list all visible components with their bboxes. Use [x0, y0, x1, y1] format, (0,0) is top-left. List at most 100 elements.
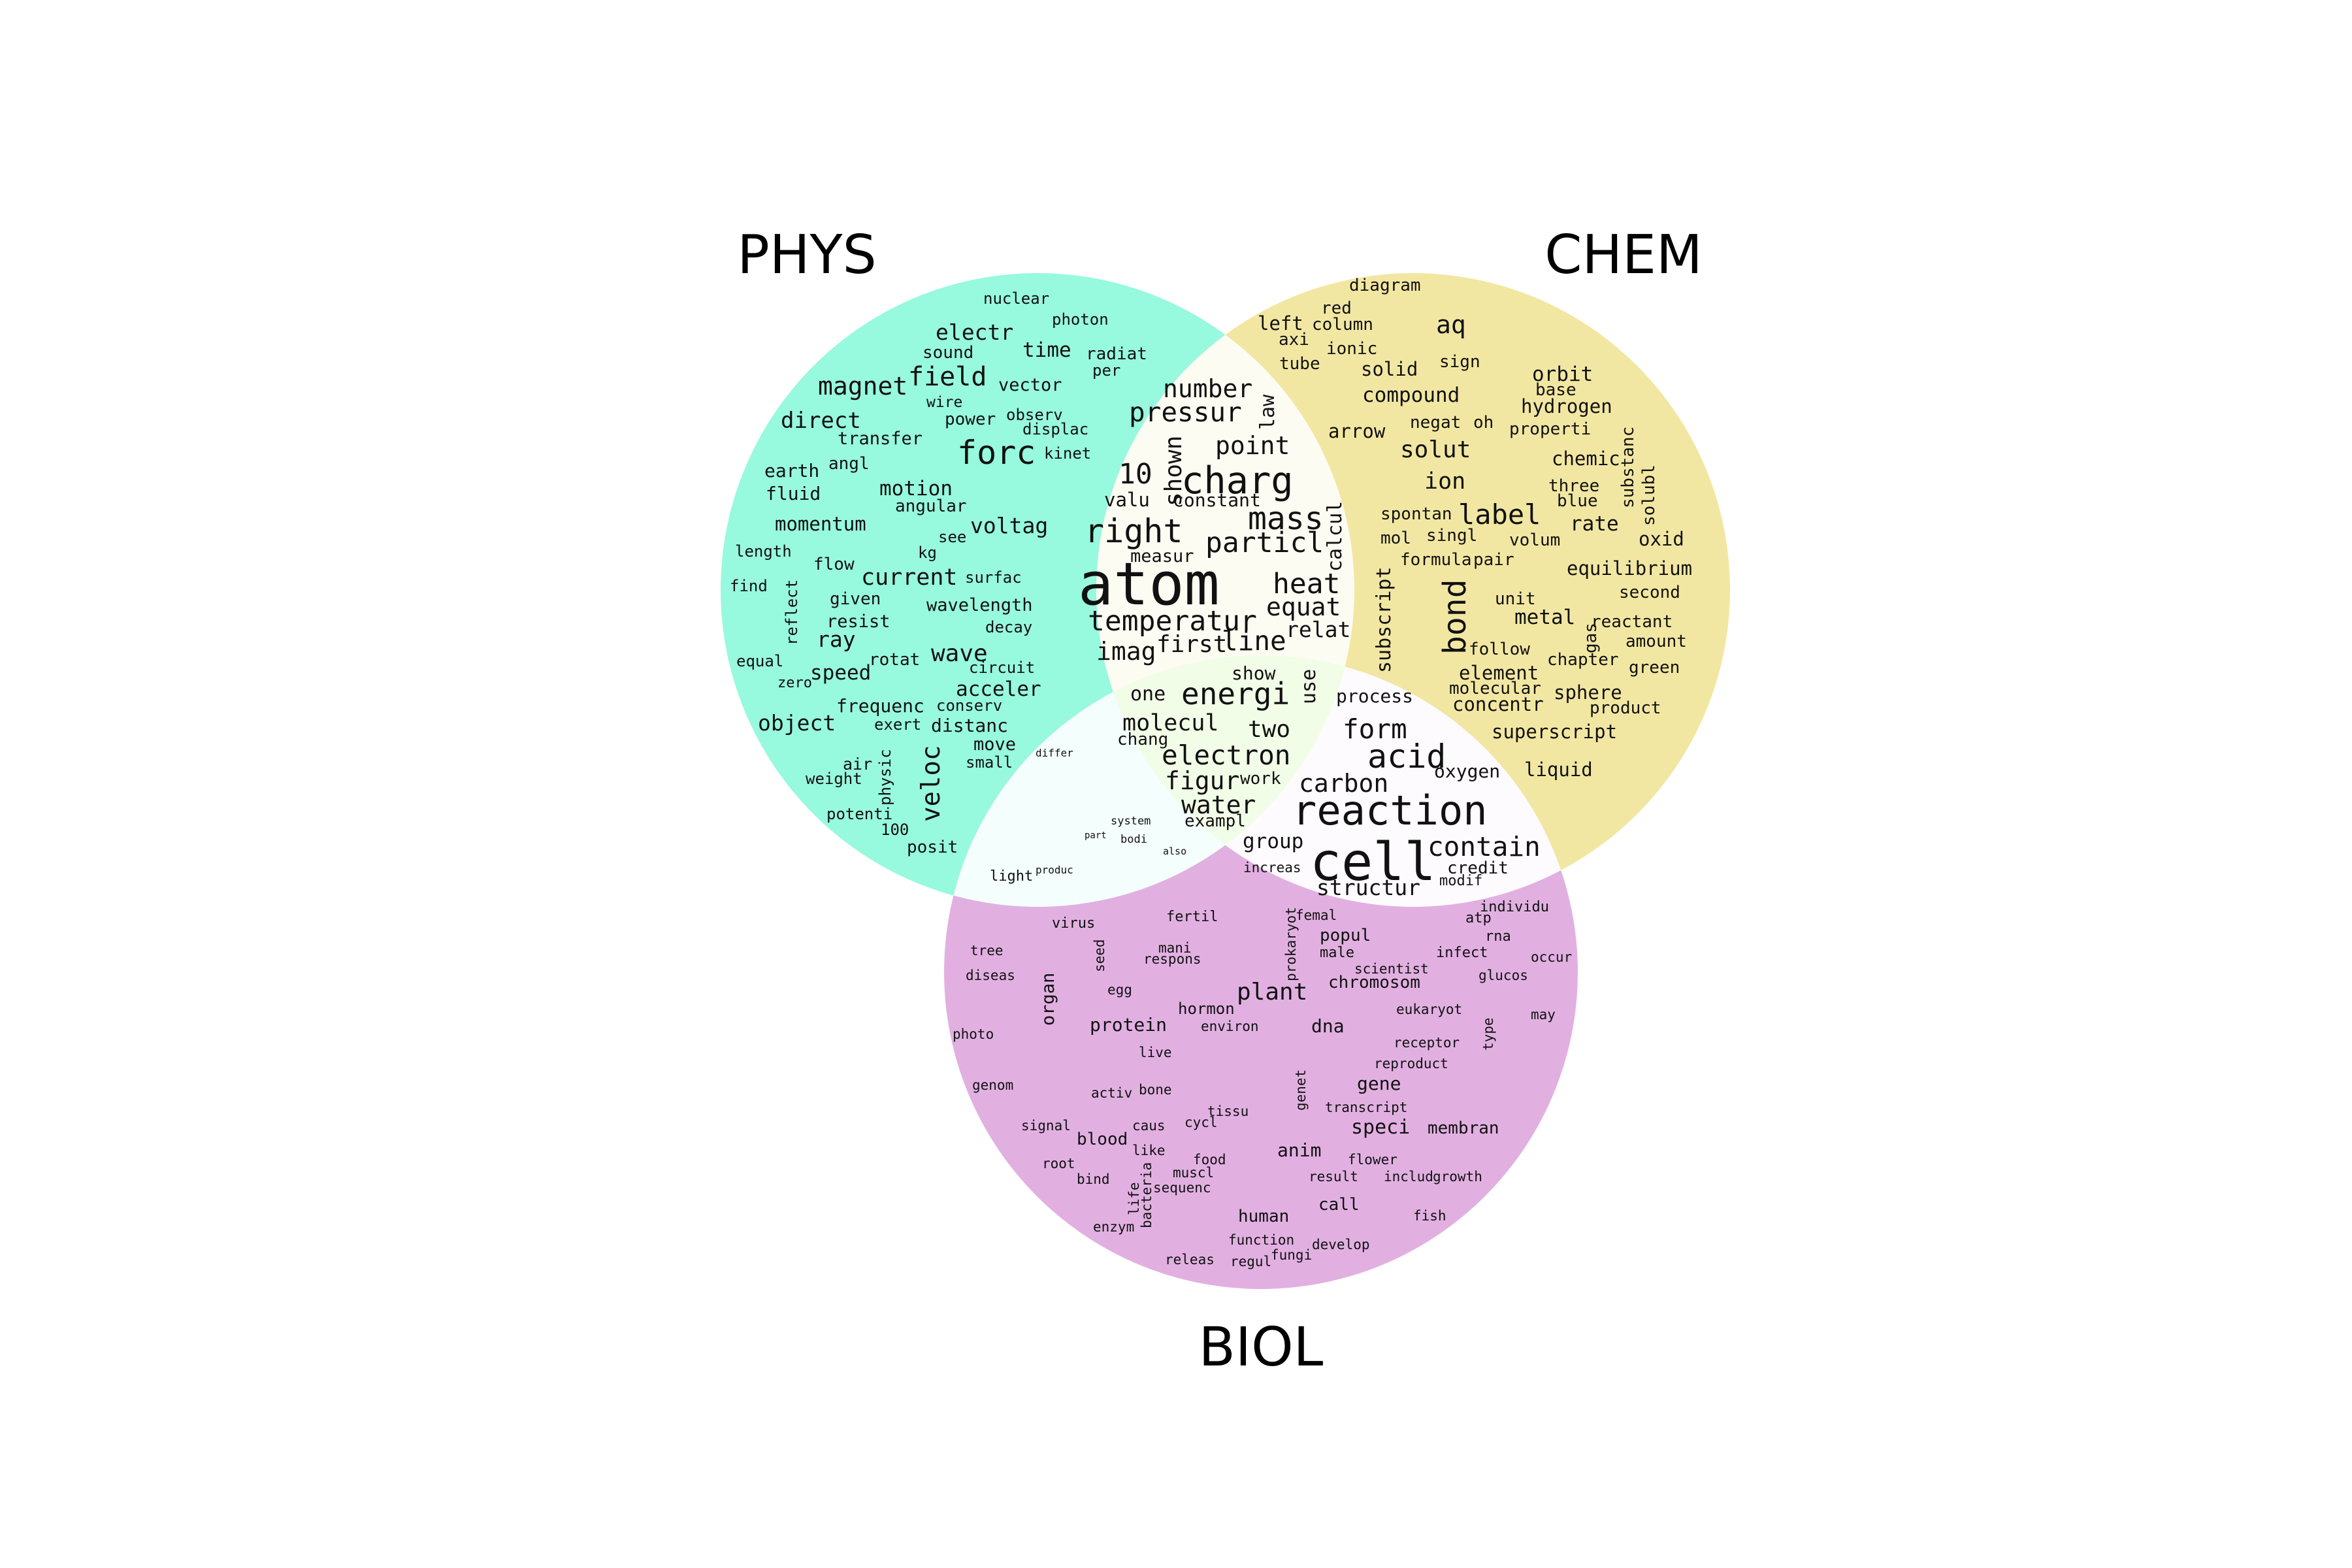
word: acid [1367, 738, 1446, 776]
word: exert [874, 715, 921, 734]
word: activ [1091, 1085, 1132, 1101]
word: sign [1439, 352, 1480, 372]
word: use [1298, 669, 1320, 704]
biol-set-label: BIOL [1199, 1316, 1324, 1379]
word: aq [1436, 310, 1466, 339]
word: mass [1248, 500, 1324, 537]
word: chang [1117, 730, 1168, 749]
word: reflect [783, 580, 801, 645]
word: singl [1426, 526, 1477, 546]
word: show [1232, 662, 1276, 684]
word: chemic [1552, 448, 1620, 470]
word: earth [764, 460, 819, 482]
word: speci [1351, 1116, 1410, 1139]
word: environ [1201, 1019, 1259, 1034]
word: magnet [818, 372, 907, 400]
word: human [1238, 1207, 1289, 1226]
word: relat [1286, 617, 1350, 642]
word: respons [1143, 951, 1201, 967]
word: left [1258, 312, 1303, 335]
word: wire [926, 394, 962, 411]
word: fungi [1271, 1247, 1312, 1263]
word: wave [931, 640, 988, 667]
word: base [1535, 380, 1576, 400]
word: like [1132, 1143, 1166, 1158]
word: egg [1107, 982, 1132, 998]
word: process [1336, 685, 1413, 707]
word: spontan [1380, 504, 1452, 524]
word: system [1111, 815, 1151, 828]
word: light [990, 868, 1033, 885]
word: life [1126, 1182, 1142, 1215]
word: protein [1090, 1014, 1167, 1036]
word: occur [1531, 949, 1572, 965]
word: pressur [1129, 397, 1242, 428]
word: given [830, 589, 881, 609]
word: carbon [1299, 769, 1388, 798]
word: may [1531, 1007, 1556, 1022]
word: genom [972, 1077, 1013, 1093]
word: ion [1424, 468, 1465, 495]
word: root [1042, 1156, 1075, 1171]
word: equat [1266, 593, 1341, 621]
word: muscl [1173, 1165, 1214, 1181]
phys-set-label: PHYS [737, 224, 876, 286]
word: energi [1181, 676, 1290, 711]
word: equal [736, 652, 783, 670]
word: growth [1433, 1169, 1482, 1184]
word: displac [1022, 420, 1088, 438]
word: electr [936, 319, 1013, 345]
chem-words: diagram red left column axi ionic aq tub… [1258, 276, 1692, 781]
word: sequenc [1153, 1180, 1211, 1196]
word: object [758, 710, 836, 736]
word: infect [1436, 945, 1488, 961]
word: number [1163, 374, 1252, 403]
word: conserv [936, 696, 1002, 715]
word: acceler [956, 678, 1041, 701]
word: tube [1279, 354, 1320, 374]
word: transfer [838, 429, 923, 449]
word: second [1619, 583, 1680, 602]
word: atp [1465, 910, 1492, 926]
word: increas [1243, 860, 1301, 875]
word-cloud: nuclear photon electr sound time radiat … [730, 276, 1692, 1269]
word: green [1629, 658, 1680, 678]
word: move [973, 734, 1016, 755]
word: transcript [1325, 1100, 1407, 1115]
word: rna [1485, 928, 1511, 945]
word: three [1548, 476, 1599, 496]
word: veloc [917, 745, 946, 822]
word: type [1480, 1017, 1496, 1051]
word: caus [1132, 1118, 1166, 1134]
word: contain [1428, 831, 1541, 862]
word: subscript [1373, 566, 1396, 673]
word: calcul [1324, 501, 1347, 572]
word: wavelength [926, 595, 1033, 615]
all-sets-words: show use one energi molecul chang two el… [1117, 662, 1320, 831]
word: field [908, 362, 987, 392]
word: rotat [869, 650, 920, 670]
phys-biol-words: differ system part bodi also light produ… [990, 747, 1186, 885]
word: bodi [1120, 833, 1147, 846]
word: column [1312, 315, 1373, 335]
word: also [1163, 845, 1186, 857]
word: chapter [1547, 650, 1619, 670]
word: properti [1509, 419, 1591, 439]
word: form [1343, 713, 1407, 745]
word: gas [1581, 623, 1601, 653]
word: plant [1237, 979, 1307, 1005]
word: volum [1509, 531, 1560, 550]
word: solubl [1639, 465, 1659, 526]
word: 10 [1119, 458, 1152, 491]
word: compound [1362, 384, 1460, 407]
word: distanc [931, 715, 1008, 736]
word: per [1092, 361, 1120, 380]
word: blood [1077, 1130, 1128, 1149]
word: membran [1428, 1119, 1499, 1138]
word: prokaryot [1283, 907, 1299, 981]
word: momentum [775, 513, 866, 535]
word: potenti [826, 805, 892, 823]
word: air [843, 755, 872, 774]
word: seed [1092, 939, 1107, 972]
word: organ [1038, 973, 1058, 1026]
